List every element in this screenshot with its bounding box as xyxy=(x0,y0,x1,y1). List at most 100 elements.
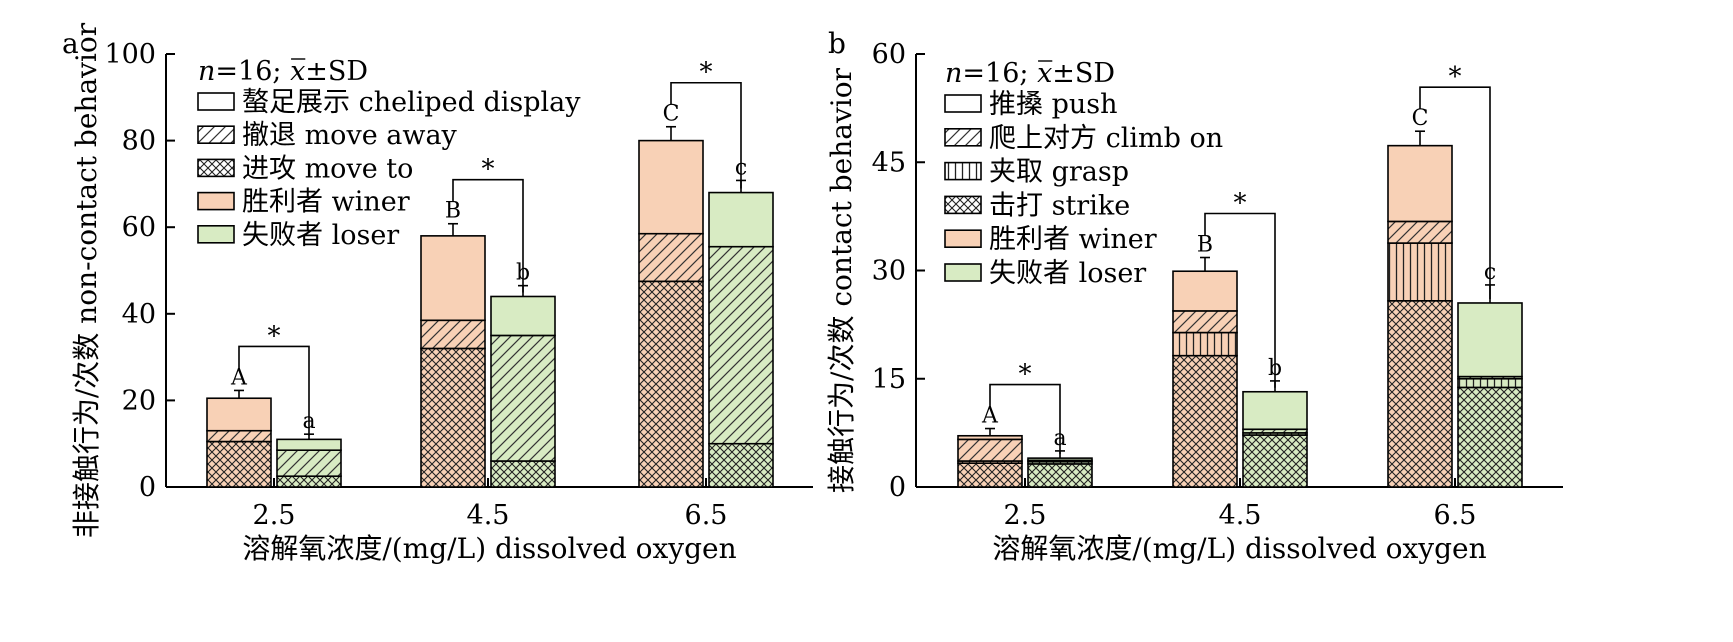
x-tick-label: 2.5 xyxy=(1004,500,1047,531)
legend-label: 推搡 push xyxy=(989,89,1118,120)
note-n: n xyxy=(945,58,962,89)
legend-swatch-series-2-pattern xyxy=(198,159,234,177)
legend-swatch-group-1-fill xyxy=(198,225,234,243)
bar-loser-6_5-s1-pattern xyxy=(1458,376,1522,379)
bar-winer-4_5-s0 xyxy=(1173,271,1237,311)
y-tick-label: 0 xyxy=(139,472,156,503)
bar-winer-6_5-s1-pattern xyxy=(1388,221,1452,244)
bar-loser-2_5-s2-pattern xyxy=(277,476,341,487)
bar-winer-2_5-s0 xyxy=(958,435,1022,440)
bar-loser-2_5-s0 xyxy=(1028,458,1092,461)
legend-label: 进攻 move to xyxy=(242,153,413,184)
y-tick-label: 15 xyxy=(872,364,906,395)
bar-loser-4_5-s1-pattern xyxy=(491,335,555,462)
legend-swatch-series-0-bg xyxy=(198,93,234,110)
y-tick-label: 60 xyxy=(122,212,156,243)
legend-label: 爬上对方 climb on xyxy=(989,123,1223,154)
significance-star: * xyxy=(1449,62,1462,92)
x-tick-label: 2.5 xyxy=(253,500,296,531)
y-tick-label: 80 xyxy=(122,126,156,157)
y-tick-label: 100 xyxy=(104,39,156,70)
sig-letter-winer: A xyxy=(981,404,999,429)
bar-winer-6_5-s0 xyxy=(1388,145,1452,222)
bar-loser-6_5-s2-pattern xyxy=(709,443,773,487)
x-axis-label: 溶解氧浓度/(mg/L) dissolved oxygen xyxy=(992,532,1486,565)
legend-label: 夹取 grasp xyxy=(989,157,1129,188)
y-tick-label: 30 xyxy=(872,256,906,287)
x-axis-label: 溶解氧浓度/(mg/L) dissolved oxygen xyxy=(242,532,736,565)
significance-star: * xyxy=(1019,360,1032,390)
legend-swatch-series-1 xyxy=(944,128,982,147)
legend-label: 击打 strike xyxy=(989,190,1130,221)
bar-winer-2_5-s2-pattern xyxy=(958,461,1022,464)
legend-swatch-series-1-pattern xyxy=(945,128,981,146)
bar-winer-4_5-s2-pattern xyxy=(1173,332,1237,356)
legend-label: 胜利者 winer xyxy=(242,187,410,218)
legend-swatch-group-0-fill xyxy=(945,230,981,248)
sig-letter-winer: A xyxy=(230,365,248,390)
bar-winer-6_5-s0 xyxy=(639,140,703,234)
bar-winer-2_5-s0 xyxy=(207,398,271,431)
bar-loser-2_5-s2-pattern xyxy=(1028,461,1092,464)
panel-label: a xyxy=(62,27,79,60)
legend-swatch-series-0 xyxy=(944,94,982,113)
sig-letter-winer: C xyxy=(1412,106,1429,131)
bar-loser-2_5-s3-pattern xyxy=(1028,463,1092,487)
note-sd: ±SD xyxy=(1052,58,1115,89)
legend-swatch-series-1-pattern xyxy=(198,126,234,144)
y-tick-label: 40 xyxy=(122,299,156,330)
y-axis-label: 非接触行为/次数 non-contact behavior xyxy=(70,22,103,538)
y-tick-label: 0 xyxy=(889,472,906,503)
bar-loser-4_5-s2-pattern xyxy=(1243,432,1307,436)
bar-loser-6_5-s0 xyxy=(1458,302,1522,377)
legend-swatch-series-2 xyxy=(944,161,982,181)
significance-star: * xyxy=(268,321,281,351)
bar-loser-4_5-s1-pattern xyxy=(1243,429,1307,433)
bar-loser-4_5-s3-pattern xyxy=(1243,435,1307,487)
x-tick-label: 6.5 xyxy=(1434,500,1477,531)
bar-winer-6_5-s2-pattern xyxy=(1388,243,1452,301)
legend-label: 撤退 move away xyxy=(242,120,458,151)
x-tick-label: 6.5 xyxy=(685,500,728,531)
significance-star: * xyxy=(482,155,495,185)
note-xbar: x xyxy=(290,56,305,87)
bar-loser-6_5-s1-pattern xyxy=(709,246,773,444)
bar-loser-2_5-s0 xyxy=(277,439,341,451)
legend-swatch-series-0-bg xyxy=(945,95,981,112)
y-axis-label: 接触行为/次数 contact behavior xyxy=(825,67,858,493)
bar-loser-4_5-s0 xyxy=(491,296,555,336)
bar-winer-4_5-s2-pattern xyxy=(421,348,485,487)
legend-swatch-series-3-pattern xyxy=(945,196,981,214)
bar-winer-2_5-s1-pattern xyxy=(958,439,1022,462)
significance-bracket xyxy=(1419,86,1491,299)
significance-bracket xyxy=(238,345,310,436)
legend-swatch-series-3 xyxy=(944,195,982,215)
bar-winer-4_5-s0 xyxy=(421,235,485,321)
bar-loser-6_5-s3-pattern xyxy=(1458,387,1522,487)
x-tick-label: 4.5 xyxy=(467,500,510,531)
stats-note: n=16; x±SD xyxy=(945,58,1115,89)
legend-label: 螯足展示 cheliped display xyxy=(242,87,581,118)
bar-winer-6_5-s1-pattern xyxy=(639,233,703,282)
legend-swatch-series-2 xyxy=(197,158,235,178)
legend-swatch-series-1 xyxy=(197,125,235,144)
y-tick-label: 60 xyxy=(872,39,906,70)
legend-swatch-series-0 xyxy=(197,92,235,111)
legend-label: 失败者 loser xyxy=(989,258,1146,289)
sig-letter-winer: B xyxy=(445,199,461,224)
bar-loser-2_5-s1-pattern xyxy=(277,450,341,477)
legend-swatch-series-2-pattern xyxy=(945,162,981,180)
bar-winer-2_5-s2-pattern xyxy=(207,441,271,487)
note-rest: =16; xyxy=(215,56,290,87)
x-tick-label: 4.5 xyxy=(1219,500,1262,531)
legend-label: 失败者 loser xyxy=(242,220,399,251)
legend-swatch-group-1 xyxy=(944,263,982,282)
note-n: n xyxy=(198,56,215,87)
significance-bracket xyxy=(670,81,742,189)
sig-letter-winer: C xyxy=(663,102,680,127)
bar-loser-4_5-s0 xyxy=(1243,391,1307,430)
y-tick-label: 20 xyxy=(122,385,156,416)
bar-loser-4_5-s2-pattern xyxy=(491,461,555,487)
